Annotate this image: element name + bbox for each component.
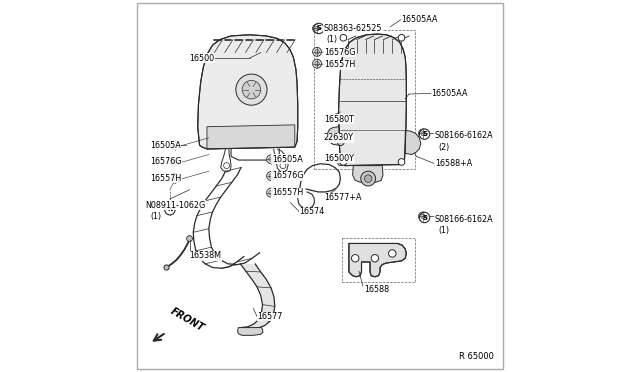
Circle shape [340,35,347,41]
Polygon shape [240,264,275,328]
Circle shape [337,139,344,145]
Circle shape [312,59,321,68]
Circle shape [364,175,372,182]
Circle shape [421,131,425,136]
Text: S: S [422,215,427,221]
Text: 16577: 16577 [257,312,282,321]
Circle shape [267,171,276,180]
Text: 16574: 16574 [300,208,325,217]
Text: 16557H: 16557H [324,60,355,69]
Text: 16576G: 16576G [324,48,355,57]
Circle shape [170,157,179,166]
Text: 16557H: 16557H [150,174,182,183]
Circle shape [314,23,324,34]
Circle shape [315,61,319,66]
Text: (1): (1) [326,35,338,44]
Polygon shape [353,166,383,182]
Text: S: S [422,131,427,137]
Text: 16588: 16588 [364,285,389,294]
Text: N08911-1062G: N08911-1062G [145,201,205,210]
Polygon shape [198,35,298,149]
Circle shape [170,174,179,183]
Text: (1): (1) [438,226,450,235]
Text: 16505A: 16505A [272,155,303,164]
Circle shape [312,47,321,56]
Polygon shape [237,328,263,335]
Circle shape [187,235,193,241]
Text: (2): (2) [438,142,450,151]
Circle shape [351,254,359,262]
Circle shape [338,160,343,166]
Text: S: S [316,26,321,32]
Text: 16576G: 16576G [272,171,303,180]
Circle shape [170,141,179,150]
Polygon shape [349,243,406,277]
Circle shape [361,171,376,186]
Text: 16580T: 16580T [324,115,353,124]
Circle shape [269,157,273,161]
Text: S08166-6162A: S08166-6162A [435,131,493,141]
Text: 16505A: 16505A [150,141,181,150]
Text: 16500: 16500 [189,54,214,62]
Text: 16577+A: 16577+A [324,193,361,202]
Circle shape [267,188,276,197]
Circle shape [371,254,378,262]
Circle shape [164,205,175,215]
Text: 16557H: 16557H [272,188,303,197]
Circle shape [419,212,428,221]
Text: N: N [167,207,173,212]
Circle shape [312,24,321,33]
Circle shape [236,74,267,105]
Circle shape [419,212,429,223]
Text: 16505AA: 16505AA [431,89,468,98]
Circle shape [173,176,177,181]
Circle shape [315,49,319,54]
Circle shape [242,80,260,99]
Polygon shape [207,125,295,149]
Polygon shape [405,131,421,154]
Circle shape [269,174,273,178]
Circle shape [421,214,425,219]
Circle shape [280,163,286,169]
Circle shape [419,129,428,138]
Circle shape [398,158,405,165]
Circle shape [223,163,230,169]
Text: R 65000: R 65000 [460,352,494,361]
Circle shape [269,190,273,195]
Circle shape [267,155,276,164]
Text: S08363-62525: S08363-62525 [324,24,382,33]
Circle shape [419,129,429,139]
Circle shape [398,35,405,41]
Text: S08166-6162A: S08166-6162A [435,215,493,224]
Text: 16576G: 16576G [150,157,182,166]
Circle shape [340,158,347,165]
Text: 16500Y: 16500Y [324,154,353,163]
Circle shape [173,143,177,147]
Text: 16505AA: 16505AA [401,15,438,24]
Circle shape [315,26,319,31]
Polygon shape [328,127,339,145]
Text: FRONT: FRONT [169,306,206,333]
Circle shape [173,160,177,164]
Text: (1): (1) [150,212,161,221]
Circle shape [164,265,169,270]
Circle shape [388,250,396,257]
Polygon shape [339,34,406,166]
Text: 22630Y: 22630Y [324,133,354,142]
Text: 16588+A: 16588+A [435,159,472,168]
Text: 16538M: 16538M [189,251,221,260]
